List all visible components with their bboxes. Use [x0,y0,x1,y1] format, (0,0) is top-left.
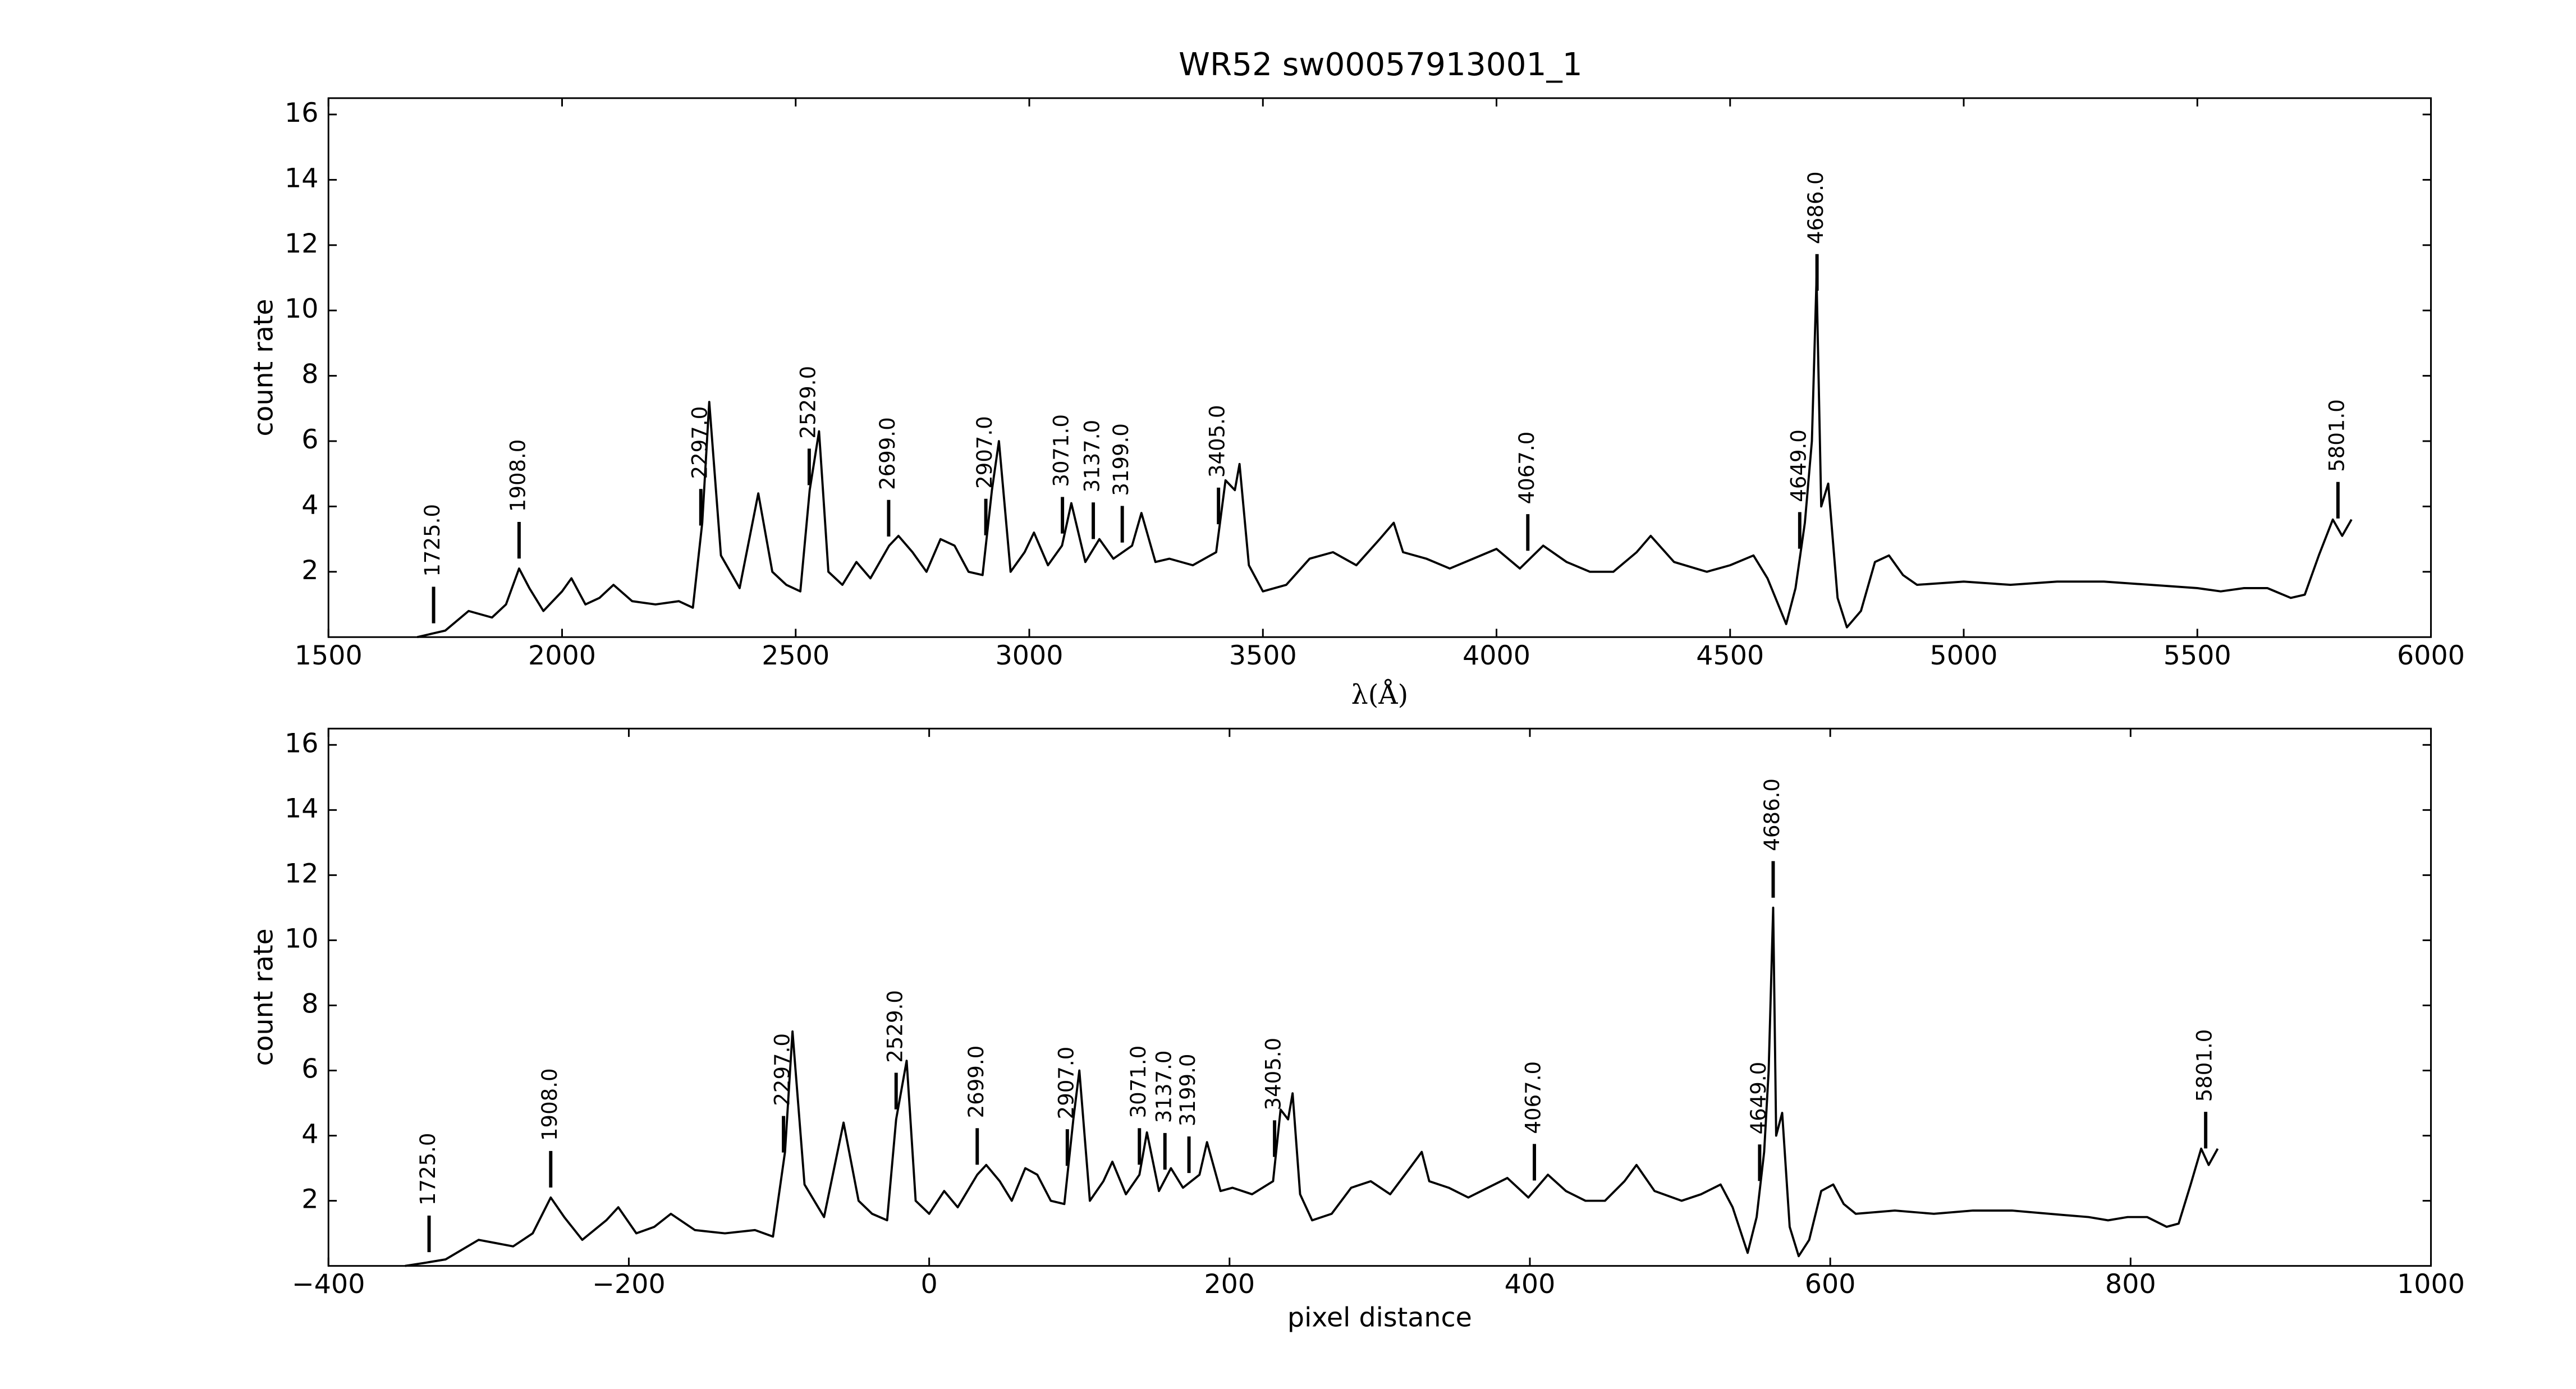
y-tick-label: 12 [285,228,318,259]
x-tick-label: 600 [1805,1269,1856,1300]
y-tick-label: 16 [285,98,318,129]
line-marker-label: 5801.0 [2325,399,2349,472]
line-marker-label: 2699.0 [964,1046,988,1118]
x-tick-label: 1000 [2397,1269,2465,1300]
line-marker-label: 2297.0 [687,406,712,479]
line-marker-label: 2699.0 [876,417,900,490]
x-tick-label: 2500 [762,640,829,671]
x-tick-label: 800 [2105,1269,2156,1300]
plot-area [327,97,2432,638]
line-marker-label: 3405.0 [1262,1038,1286,1111]
y-tick-label: 14 [285,163,318,194]
line-marker-label: 2529.0 [883,990,907,1063]
line-marker-label: 3199.0 [1109,423,1133,496]
y-tick-label: 10 [285,923,318,954]
line-marker-label: 4649.0 [1747,1062,1771,1135]
y-tick-label: 2 [301,555,318,586]
x-tick-label: 3500 [1229,640,1297,671]
x-tick-label: 4000 [1463,640,1530,671]
y-tick-label: 16 [285,728,318,759]
x-tick-label: 2000 [528,640,596,671]
line-marker-label: 5801.0 [2193,1029,2217,1102]
line-marker-label: 2907.0 [1054,1047,1078,1120]
y-axis-label: count rate [248,299,279,436]
line-marker-label: 1908.0 [538,1068,562,1141]
y-tick-label: 6 [301,1054,318,1085]
spectrum-line [416,277,2353,639]
line-marker-label: 3199.0 [1176,1054,1200,1127]
line-marker-label: 1725.0 [420,504,444,577]
line-marker-label: 3137.0 [1080,420,1104,493]
x-axis-label: λ(Å) [1351,679,1409,710]
line-marker-label: 4686.0 [1760,778,1784,851]
x-tick-label: 3000 [996,640,1064,671]
x-tick-label: 6000 [2397,640,2465,671]
line-marker-label: 3405.0 [1206,405,1230,478]
line-marker-label: 4649.0 [1786,429,1810,502]
line-marker-label: 1908.0 [506,439,530,512]
y-tick-label: 8 [301,359,318,390]
x-tick-label: 400 [1505,1269,1556,1300]
line-marker-label: 2907.0 [973,416,997,489]
line-marker-label: 2297.0 [771,1033,795,1106]
plot-area [327,727,2432,1267]
x-tick-label: 4500 [1696,640,1764,671]
x-tick-label: 5000 [1930,640,1998,671]
x-tick-label: 0 [921,1269,938,1300]
x-tick-label: 5500 [2164,640,2231,671]
line-marker-label: 2529.0 [796,366,820,439]
y-tick-label: 14 [285,793,318,824]
line-marker-label: 3071.0 [1049,414,1074,487]
x-tick-label: −200 [592,1269,666,1300]
y-tick-label: 4 [301,1119,318,1150]
y-tick-label: 10 [285,294,318,324]
line-marker-label: 4067.0 [1515,432,1539,505]
y-tick-label: 6 [301,424,318,455]
x-tick-label: 200 [1204,1269,1255,1300]
line-marker-label: 3137.0 [1152,1051,1176,1124]
line-marker-label: 1725.0 [416,1133,440,1206]
x-tick-label: 1500 [295,640,363,671]
y-axis-label: count rate [248,928,279,1066]
x-tick-label: −400 [292,1269,365,1300]
spectrum-line [405,906,2219,1267]
line-marker-label: 3071.0 [1126,1046,1151,1118]
y-tick-label: 2 [301,1184,318,1215]
y-tick-label: 4 [301,489,318,520]
line-marker-label: 4686.0 [1804,171,1828,244]
y-tick-label: 12 [285,858,318,889]
chart-title: WR52 sw00057913001_1 [1179,47,1582,83]
x-axis-label: pixel distance [1287,1303,1472,1333]
y-tick-label: 8 [301,989,318,1020]
line-marker-label: 4067.0 [1521,1061,1545,1134]
